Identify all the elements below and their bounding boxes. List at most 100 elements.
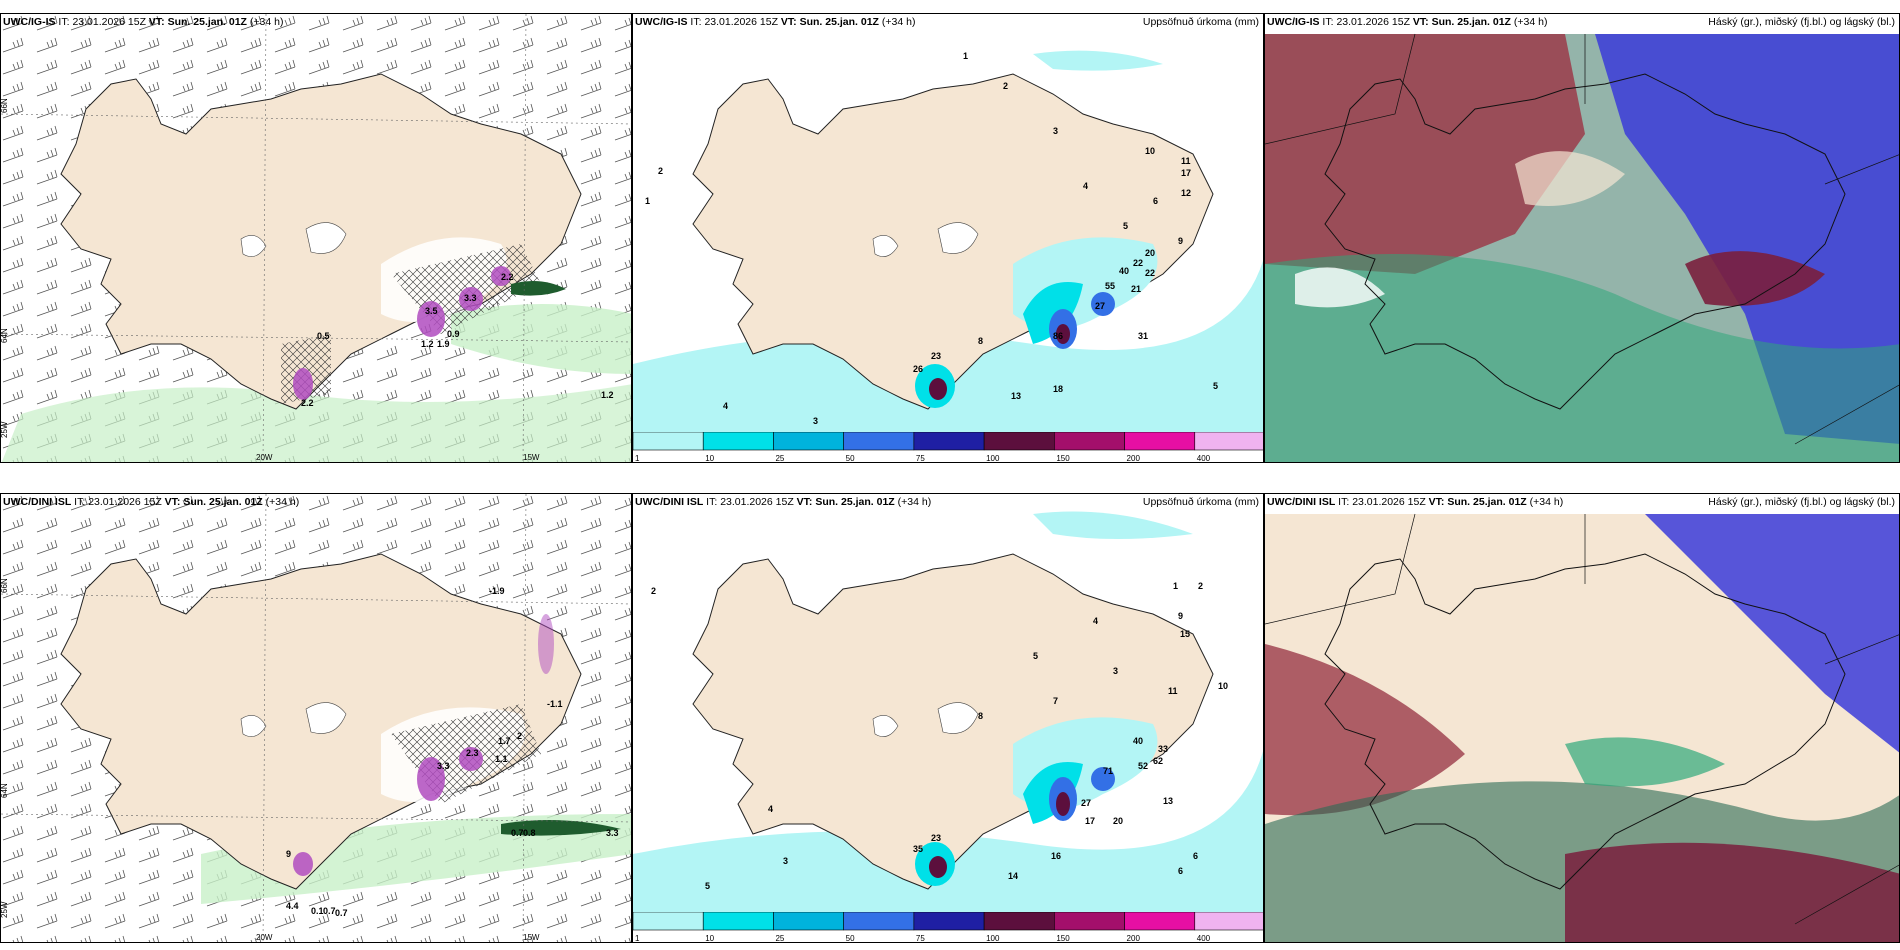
lat-label: 66N	[1, 578, 9, 593]
precip-value: 5	[1213, 381, 1218, 391]
precip-value: 8	[978, 711, 983, 721]
precip-value: 27	[1095, 301, 1105, 311]
wind-value: 4.4	[286, 901, 299, 911]
panel-header: UWC/DINI ISL IT: 23.01.2026 15Z VT: Sun.…	[3, 496, 300, 508]
colorbar-segment	[633, 911, 704, 931]
precip-value: 2	[1003, 81, 1008, 91]
cloud-map	[1265, 33, 1899, 462]
panel-header: UWC/DINI ISL IT: 23.01.2026 15Z VT: Sun.…	[1267, 496, 1564, 508]
precip-value: 62	[1153, 756, 1163, 766]
wind-panel-bottom: UWC/DINI ISL IT: 23.01.2026 15Z VT: Sun.…	[0, 493, 632, 943]
cloud-panel-top: UWC/IG-IS IT: 23.01.2026 15Z VT: Sun. 25…	[1264, 13, 1900, 463]
precip-value: 20	[1113, 816, 1123, 826]
precip-panel-bottom: UWC/DINI ISL IT: 23.01.2026 15Z VT: Sun.…	[632, 493, 1264, 943]
panel-header: UWC/DINI ISL IT: 23.01.2026 15Z VT: Sun.…	[635, 496, 932, 508]
precip-value: 2	[1198, 581, 1203, 591]
cloud-panel-bottom: UWC/DINI ISL IT: 23.01.2026 15Z VT: Sun.…	[1264, 493, 1900, 943]
precip-value: 15	[1180, 629, 1190, 639]
panel-header: UWC/IG-IS IT: 23.01.2026 15Z VT: Sun. 25…	[3, 16, 284, 28]
wind-value: 1.9	[437, 339, 450, 349]
colorbar-segment	[983, 911, 1055, 931]
precip-value: 1	[645, 196, 650, 206]
precip-value: 8	[978, 336, 983, 346]
precip-colorbar: 1 10 25 50 75 100 150 200 400	[633, 911, 1263, 943]
precip-value: 9	[1178, 611, 1183, 621]
precip-value: 3	[783, 856, 788, 866]
precip-value: 55	[1105, 281, 1115, 291]
precip-value: 6	[1193, 851, 1198, 861]
wind-value: 0.1	[311, 906, 324, 916]
lon-label: 25W	[1, 421, 9, 438]
wind-value: 0.8	[523, 828, 536, 838]
wind-value: 0.5	[317, 331, 330, 341]
lon-label: 20W	[256, 453, 273, 462]
precip-value: 5	[705, 881, 710, 891]
precip-value: 33	[1158, 744, 1168, 754]
precip-value: 5	[1123, 221, 1128, 231]
precip-value: 22	[1145, 268, 1155, 278]
wind-value: -1.9	[489, 586, 505, 596]
wind-map: 0.5 1.2 3.5 1.9 0.9 3.3 2.2 1.2 2.2 66N …	[1, 14, 631, 462]
precip-value: 14	[1008, 871, 1018, 881]
precip-colorbar: 1 10 25 50 75 100 150 200 400	[633, 431, 1263, 463]
wind-value: 1.1	[495, 754, 508, 764]
precip-value: 18	[1053, 384, 1063, 394]
precip-value: 22	[1133, 258, 1143, 268]
wind-value: 0.7	[511, 828, 524, 838]
precip-value: 12	[1181, 188, 1191, 198]
precip-value: 10	[1145, 146, 1155, 156]
colorbar-tick: 10	[705, 934, 714, 943]
precip-value: 4	[1083, 181, 1088, 191]
precip-value: 86	[1053, 331, 1063, 341]
precip-value: 10	[1218, 681, 1228, 691]
wind-value: 3.3	[437, 761, 450, 771]
precip-value: 3	[1113, 666, 1118, 676]
precip-value: 11	[1181, 156, 1191, 166]
colorbar-segment	[913, 911, 985, 931]
wind-value: 3.3	[464, 293, 477, 303]
precip-value: 40	[1133, 736, 1143, 746]
panel-header: UWC/IG-IS IT: 23.01.2026 15Z VT: Sun. 25…	[1267, 16, 1548, 28]
wind-value: 2.3	[466, 748, 479, 758]
precip-value: 3	[1053, 126, 1058, 136]
wind-value: 3.5	[425, 306, 438, 316]
wind-value: 0.9	[447, 329, 460, 339]
precip-value: 17	[1085, 816, 1095, 826]
lon-label: 15W	[523, 933, 540, 942]
wind-map: -1.9 -1.1 2 1.7 1.1 2.3 3.3 0.7 0.8 3.3 …	[1, 494, 631, 942]
precip-value: 20	[1145, 248, 1155, 258]
colorbar-segment	[843, 431, 915, 451]
wind-value: 2.2	[501, 272, 514, 282]
colorbar-tick: 400	[1197, 454, 1211, 463]
colorbar-tick: 25	[775, 934, 784, 943]
colorbar-segment	[702, 431, 774, 451]
precip-value: 6	[1178, 866, 1183, 876]
precip-value: 4	[723, 401, 728, 411]
precip-value: 23	[931, 833, 941, 843]
precip-value: 23	[931, 351, 941, 361]
colorbar-tick: 200	[1127, 934, 1141, 943]
precip-value: 3	[813, 416, 818, 426]
colorbar-segment	[702, 911, 774, 931]
precip-value: 17	[1181, 168, 1191, 178]
wind-value: -1.1	[547, 699, 563, 709]
lat-label: 64N	[1, 328, 9, 343]
precip-value: 71	[1103, 766, 1113, 776]
precip-value: 9	[1178, 236, 1183, 246]
lat-label: 66N	[1, 98, 9, 113]
precip-value: 52	[1138, 761, 1148, 771]
colorbar-tick: 1	[635, 934, 640, 943]
colorbar-segment	[633, 431, 704, 451]
colorbar-tick: 150	[1056, 934, 1070, 943]
precip-value: 26	[913, 364, 923, 374]
precip-value: 21	[1131, 284, 1141, 294]
precip-value: 27	[1081, 798, 1091, 808]
panel-title: Háský (gr.), miðský (fj.bl.) og lágský (…	[1708, 496, 1895, 508]
colorbar-tick: 400	[1197, 934, 1211, 943]
colorbar-segment	[1124, 911, 1196, 931]
precip-value: 31	[1138, 331, 1148, 341]
precip-value: 40	[1119, 266, 1129, 276]
wind-panel-top: UWC/IG-IS IT: 23.01.2026 15Z VT: Sun. 25…	[0, 13, 632, 463]
precip-value: 13	[1011, 391, 1021, 401]
wind-value: 1.7	[498, 736, 511, 746]
